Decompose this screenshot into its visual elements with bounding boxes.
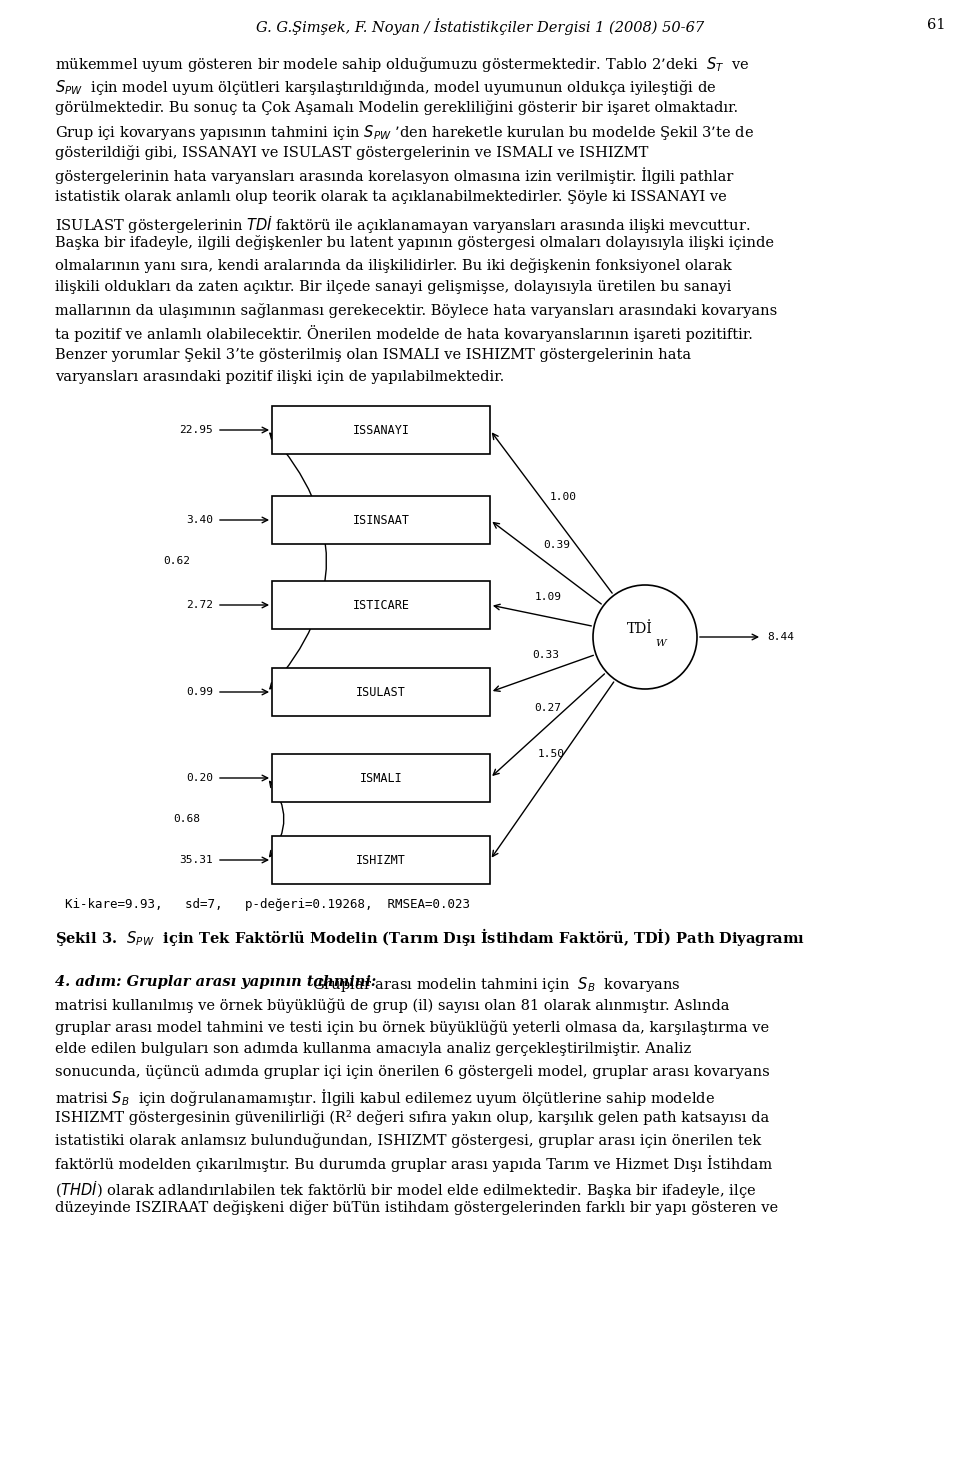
Text: 8.44: 8.44 — [767, 633, 794, 641]
Text: 0.39: 0.39 — [543, 540, 570, 550]
FancyBboxPatch shape — [272, 755, 490, 802]
Text: 35.31: 35.31 — [180, 855, 213, 865]
FancyBboxPatch shape — [272, 668, 490, 716]
Text: 1.50: 1.50 — [538, 749, 564, 759]
Text: G. G.Şimşek, F. Noyan / İstatistikçiler Dergisi 1 (2008) 50-67: G. G.Şimşek, F. Noyan / İstatistikçiler … — [256, 18, 704, 35]
FancyBboxPatch shape — [272, 836, 490, 884]
Text: Gruplar arası modelin tahmini için  $\mathit{S_B}$  kovaryans: Gruplar arası modelin tahmini için $\mat… — [303, 975, 681, 994]
Text: matrisi $\mathit{S_B}$  için doğrulanamamıştır. İlgili kabul edilemez uyum ölçüt: matrisi $\mathit{S_B}$ için doğrulanamam… — [55, 1087, 715, 1109]
Text: 0.68: 0.68 — [174, 813, 201, 824]
Text: matrisi kullanılmış ve örnek büyüklüğü de grup (il) sayısı olan 81 olarak alınmı: matrisi kullanılmış ve örnek büyüklüğü d… — [55, 997, 730, 1012]
Text: görülmektedir. Bu sonuç ta Çok Aşamalı Modelin gerekliliğini gösterir bir işaret: görülmektedir. Bu sonuç ta Çok Aşamalı M… — [55, 100, 738, 115]
Text: elde edilen bulguları son adımda kullanma amacıyla analiz gerçekleştirilmiştir. : elde edilen bulguları son adımda kullanm… — [55, 1043, 691, 1056]
Text: faktörlü modelden çıkarılmıştır. Bu durumda gruplar arası yapıda Tarım ve Hizmet: faktörlü modelden çıkarılmıştır. Bu duru… — [55, 1155, 772, 1172]
Text: ($\mathit{THDİ}$) olarak adlandırılabilen tek faktörlü bir model elde edilmekted: ($\mathit{THDİ}$) olarak adlandırılabile… — [55, 1177, 756, 1199]
FancyBboxPatch shape — [272, 406, 490, 455]
Text: 1.00: 1.00 — [550, 491, 577, 502]
Text: 1.09: 1.09 — [535, 591, 563, 602]
Text: ISULAST göstergelerinin $\mathit{TDİ}$ faktörü ile açıklanamayan varyansları ara: ISULAST göstergelerinin $\mathit{TDİ}$ f… — [55, 212, 751, 234]
Text: Şekil 3.  $\mathit{S_{PW}}$  için Tek Faktörlü Modelin (Tarım Dışı İstihdam Fakt: Şekil 3. $\mathit{S_{PW}}$ için Tek Fakt… — [55, 927, 805, 947]
Text: Grup içi kovaryans yapısının tahmini için $\mathit{S_{PW}}$ ’den hareketle kurul: Grup içi kovaryans yapısının tahmini içi… — [55, 122, 754, 141]
Text: 2.72: 2.72 — [186, 600, 213, 610]
Text: göstergelerinin hata varyansları arasında korelasyon olmasına izin verilmiştir. : göstergelerinin hata varyansları arasınd… — [55, 168, 733, 184]
Text: istatistik olarak anlamlı olup teorik olarak ta açıklanabilmektedirler. Şöyle ki: istatistik olarak anlamlı olup teorik ol… — [55, 190, 727, 204]
Text: TDİ: TDİ — [627, 622, 653, 635]
Text: gruplar arası model tahmini ve testi için bu örnek büyüklüğü yeterli olmasa da, : gruplar arası model tahmini ve testi içi… — [55, 1019, 769, 1036]
Text: ISHIZMT: ISHIZMT — [356, 853, 406, 866]
Text: ilişkili oldukları da zaten açıktır. Bir ilçede sanayi gelişmişse, dolayısıyla ü: ilişkili oldukları da zaten açıktır. Bir… — [55, 279, 732, 294]
Text: ISULAST: ISULAST — [356, 685, 406, 699]
Text: olmalarının yanı sıra, kendi aralarında da ilişkilidirler. Bu iki değişkenin fon: olmalarının yanı sıra, kendi aralarında … — [55, 257, 732, 272]
Text: mükemmel uyum gösteren bir modele sahip olduğumuzu göstermektedir. Tablo 2’deki : mükemmel uyum gösteren bir modele sahip … — [55, 54, 750, 74]
FancyBboxPatch shape — [272, 581, 490, 630]
Text: mallarının da ulaşımının sağlanması gerekecektir. Böylece hata varyansları arası: mallarının da ulaşımının sağlanması gere… — [55, 303, 778, 318]
Text: ISHIZMT göstergesinin güvenilirliği (R² değeri sıfıra yakın olup, karşılık gelen: ISHIZMT göstergesinin güvenilirliği (R² … — [55, 1111, 769, 1125]
Text: W: W — [656, 638, 666, 647]
Text: düzeyinde ISZIRAAT değişkeni diğer büTün istihdam göstergelerinden farklı bir ya: düzeyinde ISZIRAAT değişkeni diğer büTün… — [55, 1200, 779, 1215]
Circle shape — [593, 585, 697, 688]
Text: Benzer yorumlar Şekil 3’te gösterilmiş olan ISMALI ve ISHIZMT göstergelerinin ha: Benzer yorumlar Şekil 3’te gösterilmiş o… — [55, 347, 691, 362]
Text: ta pozitif ve anlamlı olabilecektir. Önerilen modelde de hata kovaryanslarının i: ta pozitif ve anlamlı olabilecektir. Öne… — [55, 325, 753, 341]
Text: $\mathit{S_{PW}}$  için model uyum ölçütleri karşılaştırıldığında, model uyumunu: $\mathit{S_{PW}}$ için model uyum ölçütl… — [55, 78, 716, 97]
Text: 61: 61 — [926, 18, 945, 32]
Text: 0.33: 0.33 — [532, 650, 559, 659]
Text: istatistiki olarak anlamsız bulunduğundan, ISHIZMT göstergesi, gruplar arası içi: istatistiki olarak anlamsız bulunduğunda… — [55, 1133, 761, 1147]
Text: 0.27: 0.27 — [535, 703, 562, 713]
Text: ISMALI: ISMALI — [360, 771, 402, 784]
Text: 3.40: 3.40 — [186, 515, 213, 525]
Text: Ki-kare=9.93,   sd=7,   p-değeri=0.19268,  RMSEA=0.023: Ki-kare=9.93, sd=7, p-değeri=0.19268, RM… — [65, 897, 470, 911]
Text: 0.99: 0.99 — [186, 687, 213, 697]
Text: gösterildiği gibi, ISSANAYI ve ISULAST göstergelerinin ve ISMALI ve ISHIZMT: gösterildiği gibi, ISSANAYI ve ISULAST g… — [55, 146, 648, 160]
Text: ISINSAAT: ISINSAAT — [352, 513, 410, 527]
Text: Başka bir ifadeyle, ilgili değişkenler bu latent yapının göstergesi olmaları dol: Başka bir ifadeyle, ilgili değişkenler b… — [55, 235, 774, 250]
Text: sonucunda, üçüncü adımda gruplar içi için önerilen 6 göstergeli model, gruplar a: sonucunda, üçüncü adımda gruplar içi içi… — [55, 1065, 770, 1080]
Text: varyansları arasındaki pozitif ilişki için de yapılabilmektedir.: varyansları arasındaki pozitif ilişki iç… — [55, 371, 504, 384]
Text: ISTICARE: ISTICARE — [352, 599, 410, 612]
Text: 0.20: 0.20 — [186, 772, 213, 783]
Text: 4. adım: Gruplar arası yapının tahmini:: 4. adım: Gruplar arası yapının tahmini: — [55, 975, 376, 989]
Text: 22.95: 22.95 — [180, 425, 213, 435]
FancyBboxPatch shape — [272, 496, 490, 544]
Text: 0.62: 0.62 — [163, 556, 190, 566]
Text: ISSANAYI: ISSANAYI — [352, 424, 410, 437]
